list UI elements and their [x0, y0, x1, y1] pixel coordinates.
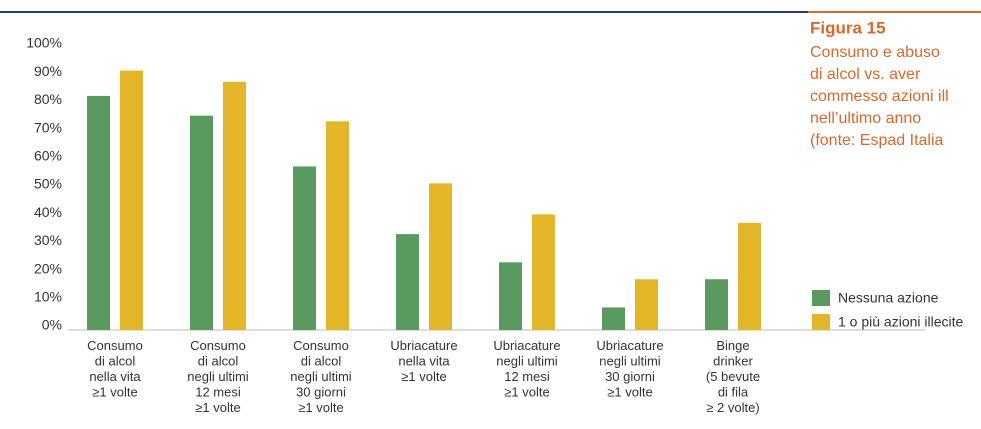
bar [635, 279, 658, 330]
y-tick-label: 70% [34, 119, 62, 135]
x-tick-label: Ubriacature nella vita ≥1 volte [390, 338, 457, 384]
y-tick-label: 50% [34, 176, 62, 192]
x-tick-label-line: Ubriacature [390, 338, 457, 353]
x-tick-label-line: Ubriacature [493, 338, 560, 353]
caption-line: (fonte: Espad Italia [810, 132, 944, 149]
caption-line: di alcol vs. aver [810, 66, 921, 83]
legend-label: 1 o più azioni illecite [838, 314, 964, 330]
bar [429, 183, 452, 330]
legend-swatch [812, 290, 830, 306]
bar [705, 279, 728, 330]
y-tick-label: 30% [34, 232, 62, 248]
y-tick-label: 100% [26, 35, 62, 51]
x-tick-label: Consumo di alcol negli ultimi 30 giorni ≥1 v… [290, 338, 352, 415]
caption-line: Consumo e abuso [810, 44, 940, 61]
x-tick-label-line: ≥1 volte [195, 400, 240, 415]
bar [602, 307, 625, 330]
bar [532, 214, 555, 330]
bar [223, 81, 246, 330]
bar [87, 95, 110, 330]
x-tick-label-line: di fila [718, 385, 749, 400]
x-tick-label-line: negli ultimi [496, 354, 558, 369]
x-tick-label-line: ≥1 volte [504, 385, 549, 400]
x-tick-label: Ubriacature negli ultimi 30 giorni ≥1 volte [596, 338, 663, 400]
y-tick-label: 80% [34, 91, 62, 107]
legend-swatch [812, 314, 830, 330]
x-tick-label-line: di alcol [198, 354, 239, 369]
figure-label: Figura 15 [810, 18, 886, 37]
x-tick-label-line: Binge [716, 338, 749, 353]
x-tick-label-line: Ubriacature [596, 338, 663, 353]
x-tick-label: Consumo di alcol nella vita ≥1 volte [87, 338, 143, 400]
y-tick-label: 60% [34, 148, 62, 164]
x-tick-label-line: negli ultimi [187, 369, 249, 384]
x-tick-label-line: negli ultimi [599, 354, 661, 369]
x-tick-label-line: 12 mesi [195, 385, 241, 400]
x-tick-label-line: negli ultimi [290, 369, 352, 384]
x-tick-label-line: ≥ 2 volte) [706, 400, 759, 415]
x-tick-label-line: nella vita [398, 354, 450, 369]
x-tick-label-line: Consumo [293, 338, 349, 353]
x-tick-label-line: di alcol [301, 354, 342, 369]
x-tick-label-line: Consumo [190, 338, 246, 353]
x-tick-label: Binge drinker (5 bevute di fila ≥ 2 volte) [706, 338, 760, 415]
y-tick-label: 90% [34, 63, 62, 79]
x-tick-label-line: 12 mesi [504, 369, 550, 384]
bar [499, 262, 522, 330]
x-tick-label: Ubriacature negli ultimi 12 mesi ≥1 volte [493, 338, 560, 400]
x-tick-label-line: 30 giorni [296, 385, 346, 400]
bar [120, 70, 143, 330]
x-tick-label-line: Consumo [87, 338, 143, 353]
x-tick-label-line: ≥1 volte [607, 385, 652, 400]
y-tick-label: 40% [34, 204, 62, 220]
caption-line: nell’ultimo anno [810, 110, 921, 127]
bar [190, 115, 213, 331]
bar [396, 234, 419, 330]
x-tick-label-line: nella vita [89, 369, 141, 384]
x-tick-label-line: ≥1 volte [401, 369, 446, 384]
x-tick-label-line: 30 giorni [605, 369, 655, 384]
x-tick-label: Consumo di alcol negli ultimi 12 mesi ≥1 vol… [187, 338, 249, 415]
caption-line: commesso azioni ill [810, 88, 949, 105]
bar [293, 166, 316, 330]
x-tick-label-line: di alcol [95, 354, 136, 369]
y-tick-label: 0% [42, 317, 62, 333]
x-tick-label-line: ≥1 volte [298, 400, 343, 415]
x-tick-label-line: (5 bevute [706, 369, 760, 384]
y-tick-label: 10% [34, 289, 62, 305]
bar [326, 121, 349, 330]
y-tick-label: 20% [34, 260, 62, 276]
bar [738, 222, 761, 330]
legend-label: Nessuna azione [838, 290, 939, 306]
x-tick-label-line: ≥1 volte [92, 385, 137, 400]
x-tick-label-line: drinker [713, 354, 753, 369]
